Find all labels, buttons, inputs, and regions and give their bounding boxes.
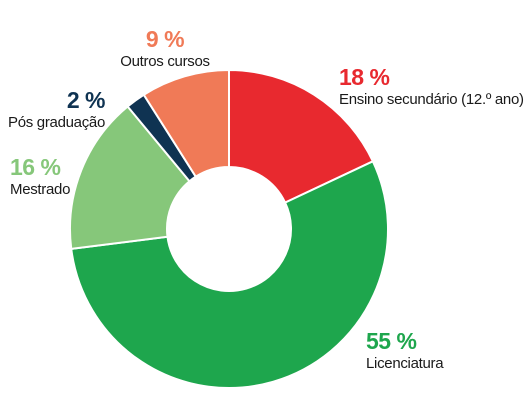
slice-name-secundario: Ensino secundário (12.º ano) (339, 91, 524, 108)
slice-label-secundario: 18 % Ensino secundário (12.º ano) (339, 64, 524, 108)
slice-name-pos: Pós graduação (7, 114, 105, 131)
slice-label-outros: 9 % Outros cursos (100, 26, 230, 70)
slice-label-mestrado: 16 % Mestrado (10, 154, 71, 198)
slice-value-licenciatura: 55 % (366, 328, 417, 354)
slice-mestrado (69, 105, 191, 251)
slice-name-outros: Outros cursos (120, 53, 210, 70)
slice-outros (142, 68, 230, 179)
slice-value-pos: 2 % (66, 87, 106, 113)
slice-name-mestrado: Mestrado (10, 181, 71, 198)
slice-name-licenciatura: Licenciatura (366, 355, 444, 372)
slice-secundario (228, 68, 375, 204)
slice-value-mestrado: 16 % (10, 154, 61, 180)
slice-value-outros: 9 % (145, 26, 185, 52)
slice-value-secundario: 18 % (339, 64, 390, 90)
slice-licenciatura (70, 159, 389, 389)
slice-label-pos: 2 % Pós graduação (0, 87, 106, 131)
slice-label-licenciatura: 55 % Licenciatura (366, 328, 444, 372)
